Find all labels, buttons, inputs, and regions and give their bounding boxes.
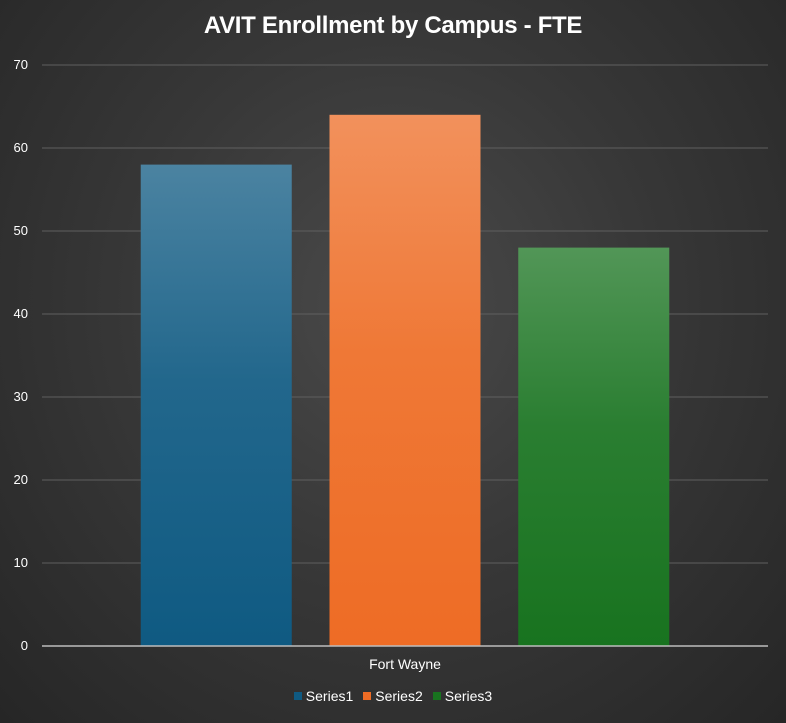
axes: 0 10 20 30 40 50 60 70 Fort Wayne (14, 57, 768, 672)
y-tick-label: 40 (14, 306, 28, 321)
legend-label: Series3 (444, 688, 493, 704)
legend-item: Series3 (432, 688, 493, 704)
legend-item: Series2 (363, 688, 423, 704)
y-tick-label: 70 (14, 57, 28, 72)
legend-label: Series2 (375, 688, 423, 704)
y-tick-label: 10 (14, 555, 28, 570)
x-category-label: Fort Wayne (369, 656, 441, 672)
legend-swatch (293, 692, 302, 700)
y-tick-label: 20 (14, 472, 28, 487)
bars (140, 114, 670, 647)
y-tick-label: 30 (14, 389, 28, 404)
y-tick-label: 50 (14, 223, 28, 238)
y-tick-label: 60 (14, 140, 28, 155)
legend-swatch (432, 692, 441, 700)
bar-series3 (518, 247, 670, 646)
bar-series1 (140, 164, 292, 646)
y-tick-label: 0 (21, 638, 28, 653)
legend-swatch (363, 692, 372, 700)
legend-label: Series1 (305, 688, 354, 704)
chart-title: AVIT Enrollment by Campus - FTE (203, 12, 583, 39)
bar-series2 (329, 114, 481, 647)
legend: Series1 Series2 Series3 (0, 688, 786, 704)
legend-item: Series1 (293, 688, 354, 704)
